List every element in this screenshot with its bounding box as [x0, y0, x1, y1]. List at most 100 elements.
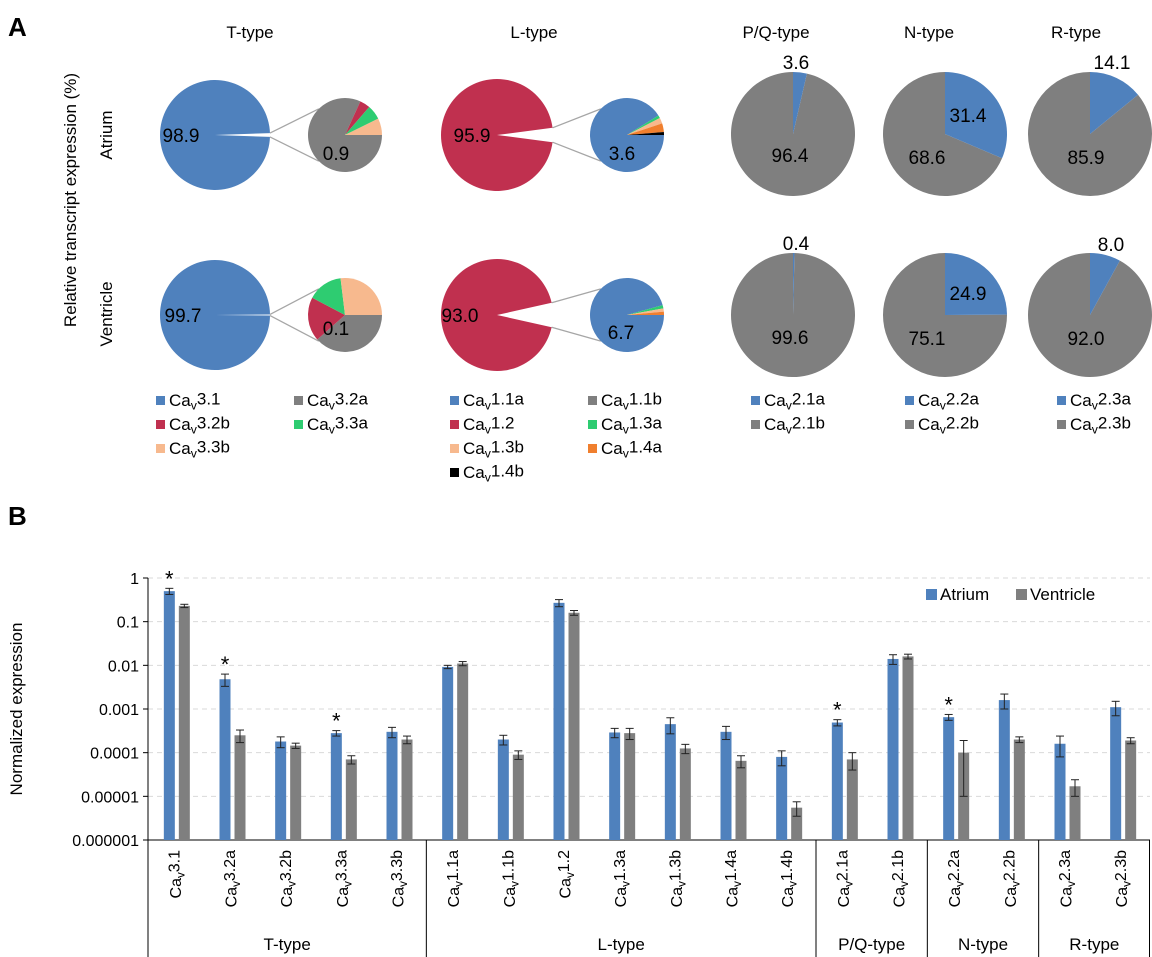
pie-big-slice	[159, 80, 270, 191]
legend-label: Cav2.1b	[764, 414, 825, 437]
pie-inset-slice	[627, 305, 664, 315]
pie-inset-slice	[589, 278, 664, 353]
group-title: T-type	[226, 23, 273, 42]
pie-of-pie: 93.0 6.7	[441, 259, 664, 372]
bar-atrium	[1110, 707, 1122, 840]
x-tick-label: Cav3.3a	[333, 850, 354, 907]
bar-atrium	[776, 756, 788, 840]
panel-a-y-title: Relative transcript expression (%)	[61, 73, 80, 327]
bar-ventricle	[1125, 740, 1137, 840]
legend-swatch	[450, 396, 459, 405]
bar-atrium	[664, 724, 676, 840]
pie-slice	[945, 72, 1007, 159]
pie-of-pie: 95.9 3.6	[441, 79, 664, 191]
bar-ventricle	[568, 612, 580, 840]
legend-swatch	[1016, 589, 1027, 600]
legend-label: Cav2.3a	[1070, 390, 1131, 413]
legend-label: Cav2.1a	[764, 390, 825, 413]
legend-t-type: Cav3.1 Cav3.2a Cav3.2b Cav3.3a Cav3.3b	[156, 390, 368, 461]
legend-swatch	[450, 444, 459, 453]
legend-swatch	[751, 396, 760, 405]
bar-atrium	[553, 602, 565, 840]
x-tick-label: Cav3.3b	[389, 850, 410, 907]
x-tick-label: Cav2.2a	[946, 850, 967, 907]
bar-ventricle	[846, 759, 858, 840]
y-axis-title: Normalized expression	[7, 623, 26, 796]
bar-atrium	[720, 731, 732, 840]
bar-ventricle	[512, 754, 524, 840]
pie-connector-line	[552, 141, 602, 162]
pie-connector-line	[551, 288, 602, 304]
pie-value-label: 93.0	[442, 306, 479, 327]
legend-label: Cav2.2b	[918, 414, 979, 437]
legend-swatch	[588, 396, 597, 405]
pie-connector-line	[552, 108, 602, 129]
pie-value-label: 24.9	[950, 284, 987, 305]
significance-star: *	[221, 652, 230, 677]
legend-swatch	[294, 396, 303, 405]
pie-inset-slice	[317, 315, 382, 353]
pie-chart: 8.0 92.0	[1028, 235, 1152, 377]
legend-label: Cav3.3a	[307, 414, 368, 437]
pie-inset-slice	[345, 107, 379, 135]
x-group-label: N-type	[958, 935, 1008, 954]
pie-inset-slice	[340, 278, 382, 315]
x-tick-label: Cav2.3b	[1113, 850, 1134, 907]
bar-ventricle	[735, 760, 747, 840]
bar-atrium	[275, 741, 287, 840]
bar-atrium	[219, 679, 231, 840]
legend-label: Cav1.4b	[463, 462, 524, 485]
bar-atrium	[943, 717, 955, 840]
x-tick-label: Cav3.1	[166, 850, 187, 899]
legend-label: Cav1.1b	[601, 390, 662, 413]
significance-star: *	[944, 692, 953, 717]
pie-slice	[793, 253, 795, 315]
pie-chart: 24.9 75.1	[882, 253, 1007, 377]
bar-ventricle	[178, 605, 190, 840]
pie-inset-slice	[627, 118, 663, 135]
x-tick-label: Cav2.1a	[834, 850, 855, 907]
x-tick-label: Cav1.3a	[612, 850, 633, 907]
legend-swatch	[588, 444, 597, 453]
legend-label: Cav2.3b	[1070, 414, 1131, 437]
group-title: N-type	[904, 23, 954, 42]
pie-inset-slice	[627, 311, 664, 315]
y-tick-label: 0.000001	[72, 833, 139, 850]
pie-value-label: 75.1	[909, 329, 946, 350]
significance-star: *	[833, 698, 842, 723]
group-title: P/Q-type	[742, 23, 809, 42]
legend-swatch	[294, 420, 303, 429]
pie-inset-slice	[345, 118, 382, 135]
y-tick-label: 0.1	[117, 615, 139, 632]
pie-inset-slice	[590, 97, 664, 172]
pie-connector-line	[269, 136, 320, 162]
legend-label: Cav3.3b	[169, 438, 230, 461]
pie-slice	[882, 253, 1007, 377]
legend-swatch	[156, 396, 165, 405]
x-group-label: R-type	[1069, 935, 1119, 954]
bar-atrium	[609, 732, 621, 840]
pie-value-label: 99.7	[165, 306, 202, 327]
legend-label: Cav1.4a	[601, 438, 662, 461]
y-tick-label: 1	[130, 571, 139, 588]
significance-star: *	[332, 709, 341, 734]
pie-value-label: 0.1	[323, 319, 349, 340]
pie-connector-line	[269, 108, 320, 134]
pie-big-slice	[159, 259, 270, 370]
bar-ventricle	[457, 663, 469, 840]
x-tick-label: Cav2.2b	[1001, 850, 1022, 907]
pie-value-label: 31.4	[950, 106, 987, 127]
pie-value-label: 98.9	[163, 126, 200, 147]
pie-chart: 14.1 85.9	[1027, 53, 1152, 196]
legend-swatch	[905, 396, 914, 405]
pie-inset-slice	[308, 297, 345, 340]
bar-ventricle	[234, 735, 246, 840]
significance-star: *	[165, 566, 174, 591]
pie-slice	[793, 72, 807, 134]
pie-value-label: 14.1	[1094, 53, 1131, 74]
pie-chart: 3.6 96.4	[731, 53, 856, 196]
